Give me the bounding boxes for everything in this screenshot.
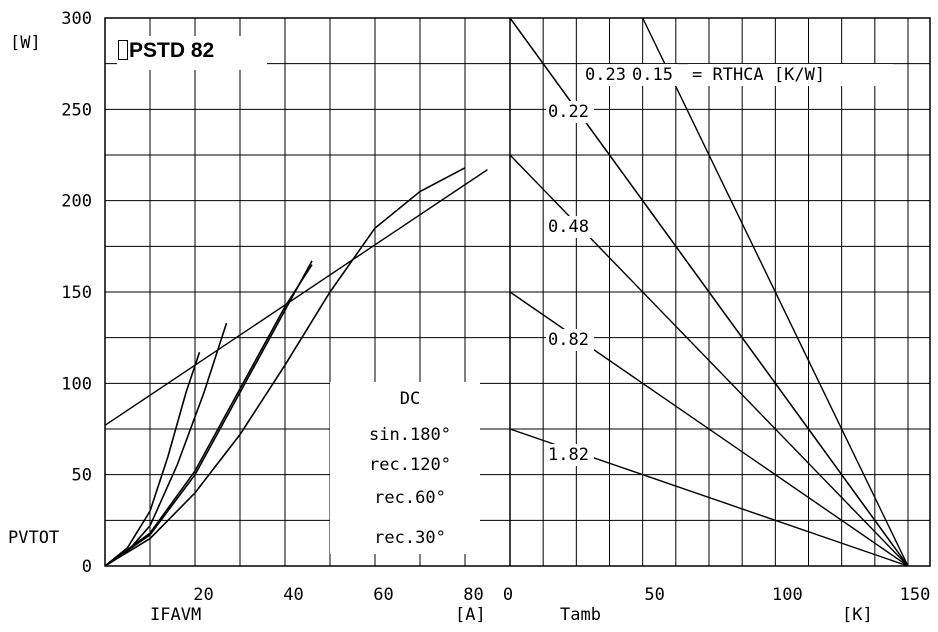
curve-rec.60° [104,322,228,567]
x-left-tick-20: 20 [193,585,213,605]
legend-label-0: DC [400,389,420,409]
rthca-unit-bg [688,64,893,86]
rthca-line-0.23 [642,17,909,567]
tangent-line [104,169,488,426]
rthca-label-bg [630,64,678,86]
rthca-label-bg [583,64,631,86]
legend-label-3: rec.60° [374,488,446,508]
rthca-label-1.82: 1.82 [548,445,589,465]
rthca-label-0.82: 0.82 [548,330,589,350]
x-right-tick-150: 150 [900,585,931,605]
x-right-tick-100: 100 [772,585,803,605]
x-right-label: Tamb [560,605,601,625]
curve-rec.30° [104,352,201,567]
y-tick-200: 200 [61,192,92,212]
rthca-label-bg [546,329,594,351]
rthca-label-bg [546,101,594,123]
rthca-label-0.22: 0.22 [548,102,589,122]
rthca-label-bg [546,444,594,466]
y-unit-label: [W] [10,33,41,53]
legend-label-4: rec.30° [374,528,446,548]
rthca-label-0.48: 0.48 [548,217,589,237]
loss-curves [104,167,488,567]
y-tick-250: 250 [61,100,92,120]
x-left-unit: [A] [455,605,486,625]
legend-label-2: rec.120° [369,455,451,475]
x-left-tick-40: 40 [283,585,303,605]
curve-DC [104,167,466,567]
rthca-label-bg [546,216,594,238]
rthca-label-0.15: 0.15 [632,65,673,85]
rthca-label-0.23: 0.23 [585,65,626,85]
legend-box [330,382,480,554]
y-tick-100: 100 [61,374,92,394]
x-left-label: IFAVM [150,605,201,625]
y-tick-150: 150 [61,283,92,303]
y-tick-300: 300 [61,9,92,29]
grid [104,17,930,567]
chart-labels: 0 50 100 150 200 250 300 [W] PVTOT 20 40 60 80 IFAVM [… [8,9,930,625]
x-right-tick-0: 0 [503,585,513,605]
frame-rect [104,17,931,567]
rthca-unit-label: = RTHCA [K/W] [692,65,825,85]
x-right-tick-50: 50 [644,585,664,605]
title-background [117,36,267,70]
x-right-unit: [K] [842,605,873,625]
y-axis-label: PVTOT [8,528,59,548]
y-tick-50: 50 [72,466,92,486]
curve-rec.120° [104,264,313,567]
title-marker-icon [118,40,128,60]
legend-label-1: sin.180° [369,425,451,445]
chart-title: PSTD 82 [129,39,215,62]
x-left-tick-60: 60 [373,585,393,605]
x-left-tick-80: 80 [463,585,483,605]
y-tick-0: 0 [82,557,92,577]
